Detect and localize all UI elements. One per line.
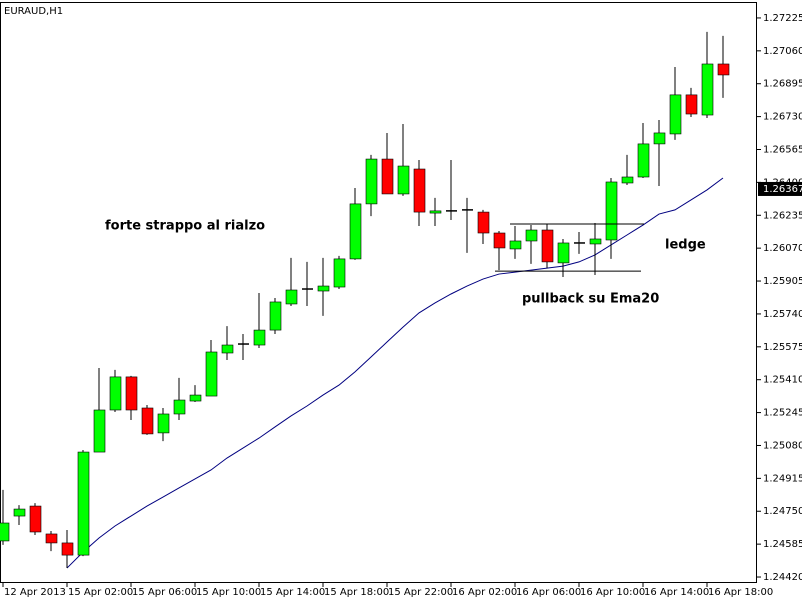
x-tick-label: 15 Apr 14:00 [260, 587, 325, 598]
y-tick-label: 1.24915 [763, 473, 802, 484]
chart-title: EURAUD,H1 [4, 6, 63, 17]
y-tick-label: 1.26565 [763, 144, 802, 155]
candle-body [717, 63, 730, 76]
candle-body [701, 63, 714, 116]
candle-body [509, 240, 522, 250]
candle-body [429, 210, 442, 214]
candle-body [285, 289, 298, 305]
candle-body [381, 158, 394, 195]
plot-frame [0, 2, 757, 583]
candle-body [109, 376, 122, 411]
x-tick-label: 15 Apr 10:00 [196, 587, 261, 598]
last-price-box [758, 181, 802, 196]
x-tick-label: 16 Apr 06:00 [516, 587, 581, 598]
y-tick-label: 1.25740 [763, 309, 802, 320]
candle-body [13, 508, 26, 517]
candle-body [605, 181, 618, 241]
candle-body [525, 229, 538, 242]
y-tick-label: 1.25575 [763, 342, 802, 353]
candle-body [93, 409, 106, 453]
y-tick-label: 1.26730 [763, 112, 802, 123]
x-tick-label: 15 Apr 18:00 [324, 587, 389, 598]
candle-body [413, 168, 426, 213]
y-tick-label: 1.25080 [763, 440, 802, 451]
ema-line [66, 177, 724, 569]
candle-body [637, 143, 650, 178]
candle-body [125, 376, 138, 411]
annotation: ledge [665, 238, 706, 253]
y-tick-label: 1.27225 [763, 13, 802, 24]
candle-body [0, 522, 10, 542]
candle-body [253, 329, 266, 346]
x-tick-label: 15 Apr 06:00 [132, 587, 197, 598]
x-tick-label: 12 Apr 2013 [4, 587, 66, 598]
last-price-label: 1.26367 [763, 184, 802, 195]
candle-body [397, 165, 410, 195]
candle-body [29, 505, 42, 533]
y-tick-label: 1.25410 [763, 375, 802, 386]
candle-body [653, 132, 666, 145]
y-tick-label: 1.26895 [763, 79, 802, 90]
x-tick-label: 15 Apr 22:00 [388, 587, 453, 598]
candle-body [589, 238, 602, 245]
candle-body [333, 258, 346, 288]
y-tick-label: 1.26235 [763, 210, 802, 221]
candle-body [157, 413, 170, 434]
y-tick-label: 1.24420 [763, 572, 802, 583]
x-tick-label: 16 Apr 02:00 [452, 587, 517, 598]
candle-body [493, 232, 506, 249]
x-tick-label: 16 Apr 18:00 [708, 587, 773, 598]
x-tick-label: 16 Apr 10:00 [580, 587, 645, 598]
candle-body [685, 94, 698, 115]
candle-body [621, 176, 634, 184]
y-tick-label: 1.27060 [763, 46, 802, 57]
candle-body [141, 407, 154, 435]
y-tick-label: 1.25905 [763, 276, 802, 287]
candle-body [349, 203, 362, 260]
candle-body [173, 399, 186, 415]
candle-body [317, 285, 330, 292]
candle-body [45, 533, 58, 544]
candle-body [541, 229, 554, 263]
y-tick-label: 1.24585 [763, 539, 802, 550]
candle-body [557, 242, 570, 264]
candle-body [669, 94, 682, 135]
candle-body [477, 211, 490, 234]
candle-body [205, 351, 218, 397]
annotation: pullback su Ema20 [522, 292, 659, 307]
candle-body [365, 158, 378, 205]
candle-body [77, 451, 90, 556]
candle-body [189, 394, 202, 402]
annotation: forte strappo al rialzo [105, 219, 265, 234]
y-tick-label: 1.24750 [763, 506, 802, 517]
candle-body [61, 542, 74, 556]
x-tick-label: 15 Apr 02:00 [68, 587, 133, 598]
y-tick-label: 1.25245 [763, 408, 802, 419]
y-tick-label: 1.26070 [763, 243, 802, 254]
candle-body [269, 301, 282, 331]
x-tick-label: 16 Apr 14:00 [644, 587, 709, 598]
candle-body [221, 344, 234, 354]
